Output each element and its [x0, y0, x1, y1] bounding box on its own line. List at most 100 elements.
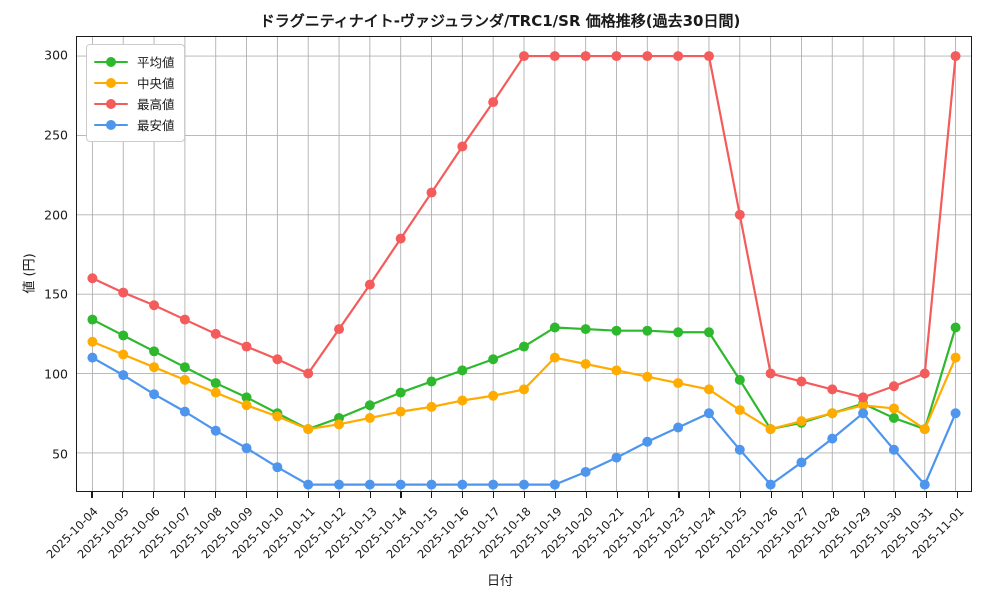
- data-point: [87, 336, 98, 347]
- plot-area-wrapper: [76, 36, 972, 492]
- x-tick-mark: [245, 492, 248, 498]
- data-point: [87, 352, 98, 363]
- x-tick-mark: [122, 492, 124, 498]
- data-point: [426, 187, 437, 198]
- x-tick-mark: [338, 492, 340, 498]
- data-point: [395, 479, 406, 490]
- legend-dot: [106, 56, 116, 67]
- data-point: [919, 368, 930, 379]
- data-point: [765, 479, 776, 490]
- data-point: [395, 233, 406, 244]
- data-point: [673, 422, 684, 433]
- x-tick-mark: [276, 492, 278, 498]
- data-point: [118, 370, 129, 381]
- data-point: [334, 479, 345, 490]
- data-point: [765, 424, 776, 435]
- data-point: [210, 387, 221, 398]
- data-point: [303, 424, 314, 435]
- x-tick-mark: [956, 492, 958, 498]
- data-point: [179, 362, 190, 373]
- data-point: [241, 341, 252, 352]
- data-point: [426, 376, 437, 387]
- data-point: [796, 416, 807, 427]
- data-point: [796, 376, 807, 387]
- legend-item-3[interactable]: 最安値: [94, 114, 175, 135]
- x-tick-mark: [616, 492, 618, 498]
- x-tick-mark: [925, 492, 927, 498]
- data-point: [580, 51, 591, 62]
- legend-swatch-icon: [94, 76, 128, 90]
- x-tick-mark: [400, 492, 402, 498]
- x-tick-mark: [740, 492, 742, 498]
- data-point: [241, 443, 252, 454]
- data-point: [703, 51, 714, 62]
- legend-dot: [106, 119, 116, 130]
- legend-item-1[interactable]: 中央値: [94, 72, 175, 93]
- data-point: [303, 479, 314, 490]
- data-point: [580, 466, 591, 477]
- data-point: [210, 425, 221, 436]
- data-point: [149, 300, 160, 311]
- data-point: [919, 424, 930, 435]
- data-point: [241, 392, 252, 403]
- data-point: [950, 51, 961, 62]
- legend-item-2[interactable]: 最高値: [94, 93, 175, 114]
- data-point: [642, 51, 653, 62]
- data-point: [519, 341, 529, 352]
- x-tick-mark: [554, 492, 556, 498]
- y-tick-label: 300: [44, 47, 68, 63]
- data-point: [519, 384, 529, 395]
- legend-swatch-icon: [94, 118, 128, 132]
- data-point: [611, 452, 622, 463]
- y-tick-label: 150: [44, 286, 68, 302]
- data-point: [395, 387, 406, 398]
- data-point: [519, 479, 529, 490]
- data-point: [888, 413, 899, 423]
- data-point: [272, 354, 283, 365]
- data-point: [457, 479, 468, 490]
- data-point: [611, 325, 622, 336]
- data-point: [179, 406, 190, 417]
- data-point: [611, 365, 622, 376]
- legend-dot: [106, 77, 116, 88]
- data-point: [611, 51, 622, 62]
- data-point: [179, 374, 190, 385]
- y-tick-label: 200: [44, 207, 68, 223]
- y-tick-label: 100: [44, 366, 68, 382]
- data-point: [457, 365, 468, 376]
- data-point: [179, 314, 190, 325]
- data-point: [950, 352, 961, 363]
- x-tick-mark: [863, 492, 865, 498]
- x-axis-label: 日付: [486, 574, 513, 589]
- series-lines: [87, 51, 961, 490]
- data-point: [457, 141, 468, 152]
- data-point: [118, 287, 129, 298]
- data-point: [888, 444, 899, 455]
- legend-swatch-icon: [94, 97, 128, 111]
- data-point: [87, 314, 98, 325]
- legend-item-0[interactable]: 平均値: [94, 51, 175, 72]
- data-point: [827, 408, 838, 419]
- data-point: [364, 413, 375, 423]
- data-point: [549, 51, 560, 62]
- data-point: [272, 411, 283, 422]
- x-tick-mark: [462, 492, 464, 498]
- chart-legend: 平均値 中央値 最高値 最安値: [86, 44, 185, 142]
- data-point: [796, 457, 807, 468]
- data-point: [858, 408, 869, 419]
- plot-area: [76, 36, 972, 492]
- y-axis-tick-labels: 50 100 150 200 250 300: [18, 36, 94, 492]
- data-point: [118, 330, 129, 341]
- y-tick-label: 250: [44, 127, 68, 143]
- x-tick-mark: [493, 492, 495, 498]
- data-point: [673, 51, 684, 62]
- legend-swatch-icon: [94, 55, 128, 69]
- data-point: [395, 406, 406, 417]
- data-point: [272, 462, 283, 473]
- x-tick-mark: [647, 492, 649, 498]
- x-tick-mark: [585, 492, 587, 498]
- data-point: [87, 273, 98, 284]
- data-point: [703, 327, 714, 338]
- data-point: [858, 392, 869, 403]
